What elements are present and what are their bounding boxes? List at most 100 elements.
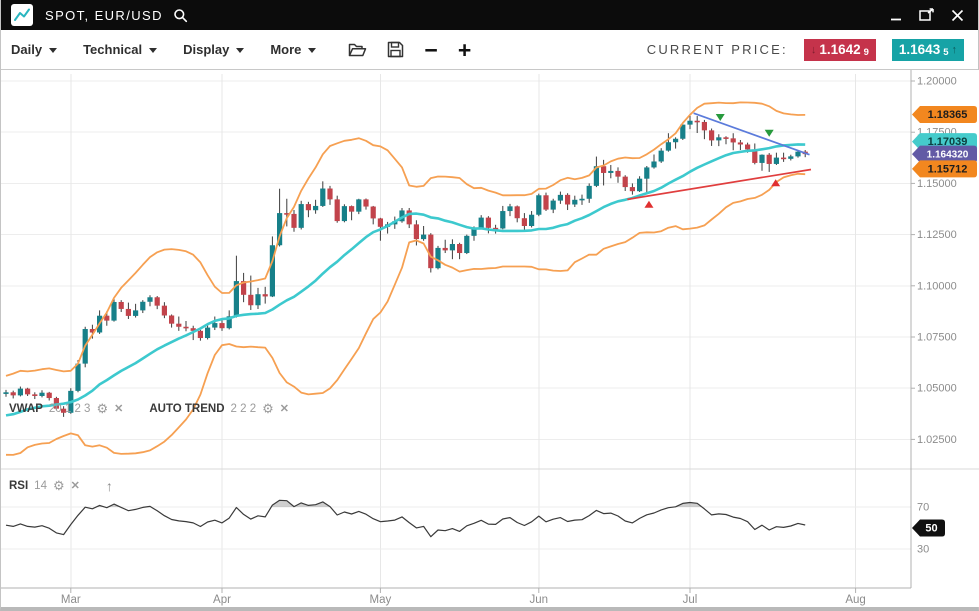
bull-candle xyxy=(680,124,686,139)
gear-icon[interactable]: ⚙ xyxy=(52,478,65,493)
close-icon[interactable]: ✕ xyxy=(70,480,80,492)
bear-candle xyxy=(737,142,743,145)
bull-candle xyxy=(795,151,801,157)
bid-price-pip: 9 xyxy=(863,46,869,58)
bear-candle xyxy=(413,224,419,240)
save-icon[interactable] xyxy=(387,41,404,58)
bear-candle xyxy=(190,328,196,331)
month-axis-label: May xyxy=(370,594,392,606)
search-icon[interactable] xyxy=(173,8,188,23)
bull-candle xyxy=(133,310,139,316)
gear-icon[interactable]: ⚙ xyxy=(262,401,274,416)
bull-candle xyxy=(205,327,211,339)
bull-candle xyxy=(435,247,441,269)
sell-signal-marker xyxy=(715,113,725,121)
rsi-value-badge-label: 50 xyxy=(925,523,937,535)
bull-candle xyxy=(147,297,153,302)
bull-candle xyxy=(421,234,427,240)
bull-candle xyxy=(39,392,45,396)
bear-candle xyxy=(197,330,203,339)
bear-candle xyxy=(248,294,254,306)
buy-signal-marker xyxy=(644,200,654,208)
rsi-axis-label: 70 xyxy=(917,502,929,514)
bull-candle xyxy=(233,281,239,317)
zoom-in-icon[interactable]: + xyxy=(457,36,472,63)
bear-candle xyxy=(622,176,628,188)
open-file-icon[interactable] xyxy=(348,42,367,58)
bull-candle xyxy=(579,198,585,201)
arrow-up-icon: ↑ xyxy=(951,43,958,56)
bear-candle xyxy=(125,308,131,316)
upper-band-line xyxy=(5,101,806,377)
bear-candle xyxy=(327,188,333,200)
bull-candle xyxy=(212,323,218,328)
bull-candle xyxy=(464,235,470,254)
bull-candle xyxy=(17,388,23,396)
gear-icon[interactable]: ⚙ xyxy=(96,401,109,416)
bull-candle xyxy=(759,154,765,163)
bull-candle xyxy=(471,227,477,236)
price-chart-canvas[interactable]: 1.200001.175001.150001.125001.100001.075… xyxy=(1,70,979,607)
bull-candle xyxy=(226,316,232,329)
bear-candle xyxy=(615,170,621,177)
bull-candle xyxy=(529,214,535,226)
bull-candle xyxy=(75,363,81,391)
menu-timeframe[interactable]: Daily xyxy=(11,42,58,57)
menu-display[interactable]: Display xyxy=(183,42,245,57)
price-level-badge-label: 1.15712 xyxy=(928,163,968,175)
bear-candle xyxy=(428,234,434,269)
bear-candle xyxy=(457,244,463,254)
bear-candle xyxy=(629,187,635,192)
close-icon[interactable]: ✕ xyxy=(279,403,289,415)
bear-candle xyxy=(349,206,355,212)
menu-more[interactable]: More xyxy=(270,42,317,57)
price-axis-label: 1.15000 xyxy=(917,178,957,190)
bear-candle xyxy=(32,394,38,396)
price-axis-label: 1.07500 xyxy=(917,332,957,344)
bull-candle xyxy=(507,206,513,212)
toolbar: Daily Technical Display More − + CURRENT… xyxy=(1,30,978,70)
bear-candle xyxy=(241,281,247,295)
price-level-badge-label: 1.18365 xyxy=(928,109,968,121)
bear-candle xyxy=(543,195,549,210)
rsi-value-badge xyxy=(912,519,945,537)
bear-candle xyxy=(752,149,758,163)
buy-signal-marker xyxy=(771,179,781,187)
close-button[interactable] xyxy=(951,9,964,22)
autotrend-indicator-params: 2 2 2 xyxy=(230,403,257,415)
price-axis-label: 1.02500 xyxy=(917,434,957,446)
bear-candle xyxy=(514,206,520,219)
bull-candle xyxy=(449,244,455,251)
price-axis-label: 1.05000 xyxy=(917,383,957,395)
bull-candle xyxy=(298,204,304,228)
ask-price-badge: 1.1643 5 ↑ xyxy=(891,38,964,61)
bear-candle xyxy=(485,217,491,228)
bear-candle xyxy=(601,166,607,173)
bear-candle xyxy=(104,315,110,321)
chevron-down-icon xyxy=(149,48,158,53)
bear-candle xyxy=(565,194,571,205)
minimize-button[interactable] xyxy=(890,9,903,22)
popout-button[interactable] xyxy=(919,8,935,22)
menu-technical[interactable]: Technical xyxy=(83,42,158,57)
bull-candle xyxy=(593,166,599,186)
zoom-out-icon[interactable]: − xyxy=(424,36,438,63)
bear-candle xyxy=(493,227,499,230)
bear-candle xyxy=(334,199,340,222)
bear-candle xyxy=(262,294,268,297)
app-logo-icon xyxy=(11,4,33,26)
bull-candle xyxy=(550,200,556,210)
sell-signal-marker xyxy=(764,129,774,137)
month-axis-label: Jul xyxy=(683,594,698,606)
rsi-overbought-fill xyxy=(96,500,702,507)
price-axis-label: 1.20000 xyxy=(917,76,957,88)
bear-candle xyxy=(10,392,16,396)
close-icon[interactable]: ✕ xyxy=(114,403,124,415)
month-axis-label: Aug xyxy=(845,594,865,606)
rsi-axis-label: 30 xyxy=(917,544,929,556)
bear-candle xyxy=(46,392,52,399)
bear-candle xyxy=(370,206,376,219)
price-pane xyxy=(3,101,812,456)
bull-candle xyxy=(644,167,650,179)
move-pane-up-icon[interactable]: ↑ xyxy=(105,478,113,494)
